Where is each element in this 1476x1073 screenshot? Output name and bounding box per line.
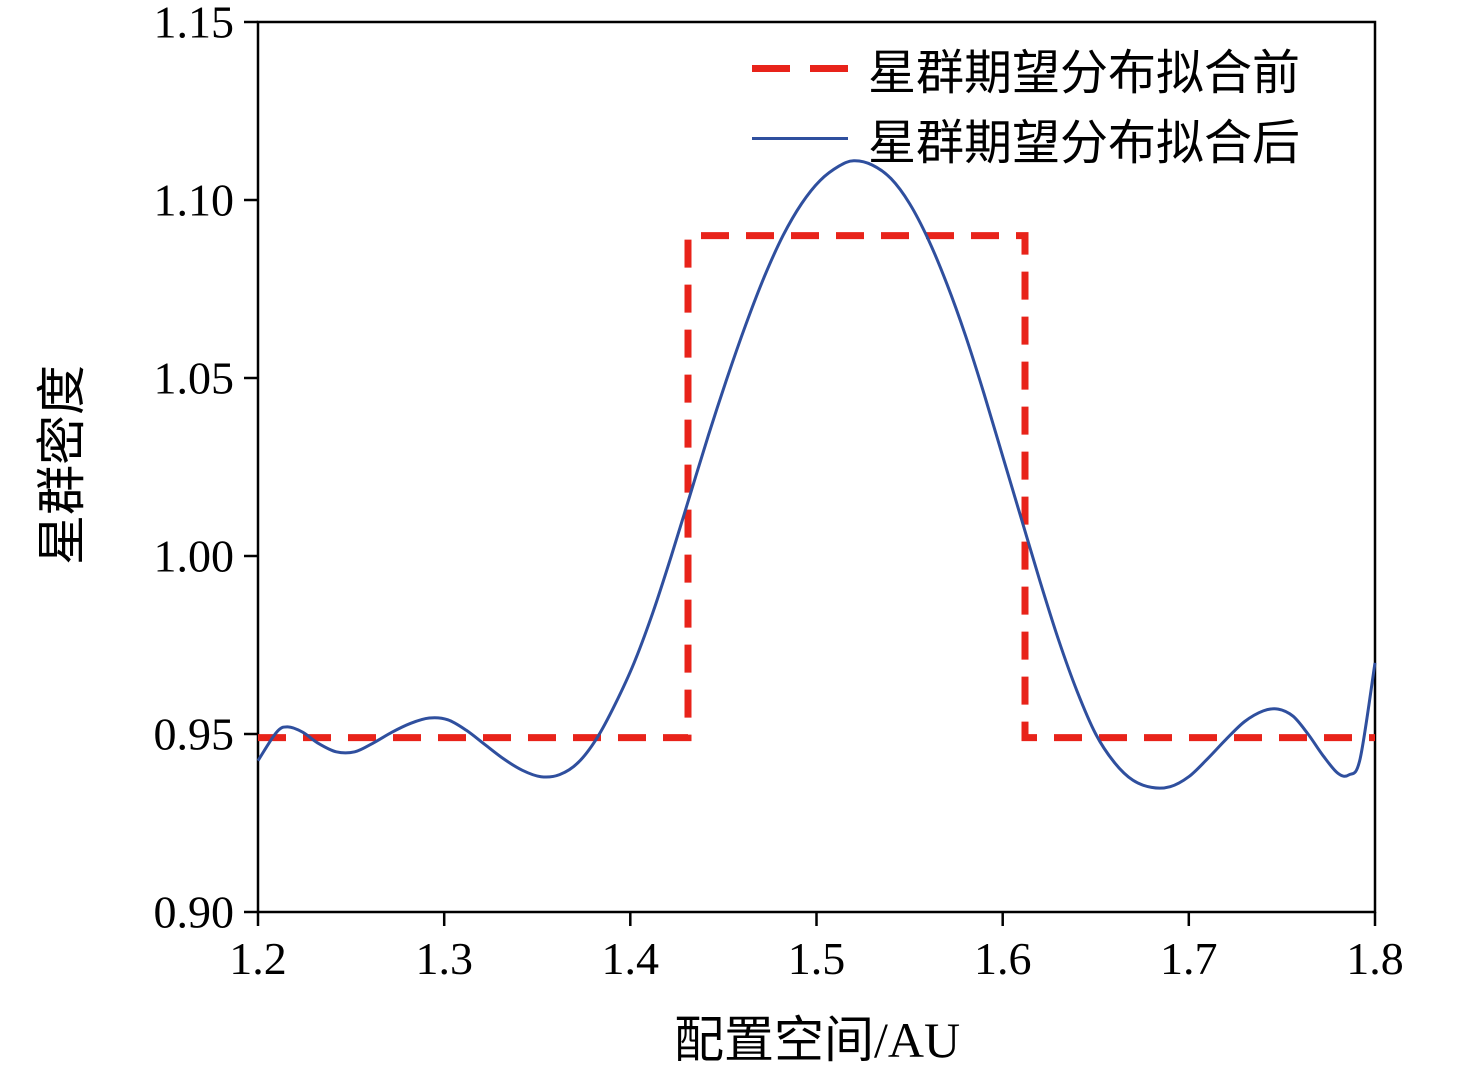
x-tick-label: 1.5 <box>788 933 846 984</box>
x-tick-label: 1.3 <box>415 933 473 984</box>
x-tick-label: 1.8 <box>1346 933 1404 984</box>
y-axis-label: 星群密度 <box>34 365 90 565</box>
legend-dashed-line-swatch <box>752 64 848 72</box>
legend-item-after: 星群期望分布拟合后 <box>752 106 1300 170</box>
legend-item-before: 星群期望分布拟合前 <box>752 36 1300 100</box>
x-tick-label: 1.6 <box>974 933 1032 984</box>
legend-label-after: 星群期望分布拟合后 <box>868 117 1301 170</box>
y-tick-label: 1.15 <box>154 0 235 48</box>
y-tick-label: 1.00 <box>154 531 235 582</box>
legend: 星群期望分布拟合前 星群期望分布拟合后 <box>752 36 1300 170</box>
y-tick-label: 0.90 <box>154 887 235 938</box>
legend-label-before: 星群期望分布拟合前 <box>868 47 1301 100</box>
y-tick-label: 0.95 <box>154 709 235 760</box>
x-axis-label: 配置空间/AU <box>673 1012 961 1068</box>
x-tick-label: 1.4 <box>602 933 660 984</box>
legend-solid-line-swatch <box>752 136 848 140</box>
series-after-fit-line <box>256 159 1377 790</box>
y-tick-label: 1.10 <box>154 175 235 226</box>
series-before-fit-line <box>258 232 1375 742</box>
x-tick-label: 1.2 <box>229 933 287 984</box>
y-tick-label: 1.05 <box>154 353 235 404</box>
x-tick-label: 1.7 <box>1160 933 1218 984</box>
